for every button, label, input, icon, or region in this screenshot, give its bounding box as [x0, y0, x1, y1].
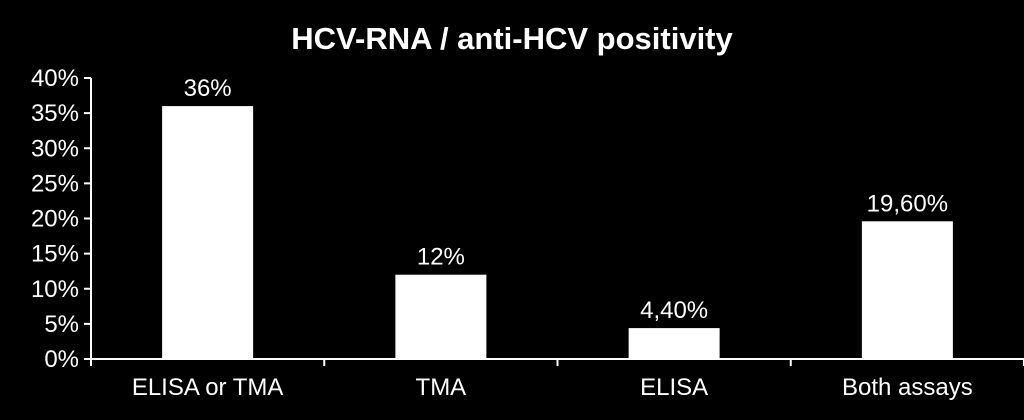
data-labels: 36% 12% 4,40% 19,60%: [184, 75, 948, 324]
x-category-label: TMA: [416, 374, 467, 401]
data-label: 19,60%: [867, 190, 948, 217]
bar: [628, 328, 720, 359]
x-category-label: ELISA: [640, 374, 708, 401]
y-tick-label: 15%: [31, 241, 79, 268]
y-tick-label: 0%: [44, 346, 79, 373]
y-tick-label: 35%: [31, 100, 79, 127]
bar: [162, 106, 254, 359]
x-axis: [90, 358, 1024, 366]
bars: [162, 106, 953, 359]
y-axis: 0% 5% 10% 15% 20% 25% 30% 35% 40%: [31, 65, 92, 373]
data-label: 4,40%: [640, 297, 708, 324]
y-tick-label: 10%: [31, 276, 79, 303]
y-tick-label: 30%: [31, 135, 79, 162]
y-tick-label: 40%: [31, 65, 79, 92]
y-tick-label: 20%: [31, 206, 79, 233]
y-tick-label: 5%: [44, 311, 79, 338]
bar: [861, 221, 953, 359]
x-category-label: Both assays: [842, 374, 973, 401]
chart-title: HCV-RNA / anti-HCV positivity: [291, 21, 733, 56]
y-tick-label: 25%: [31, 170, 79, 197]
category-labels: ELISA or TMA TMA ELISA Both assays: [132, 374, 973, 401]
bar: [395, 274, 487, 359]
data-label: 12%: [417, 244, 465, 271]
x-category-label: ELISA or TMA: [132, 374, 284, 401]
data-label: 36%: [184, 75, 232, 102]
